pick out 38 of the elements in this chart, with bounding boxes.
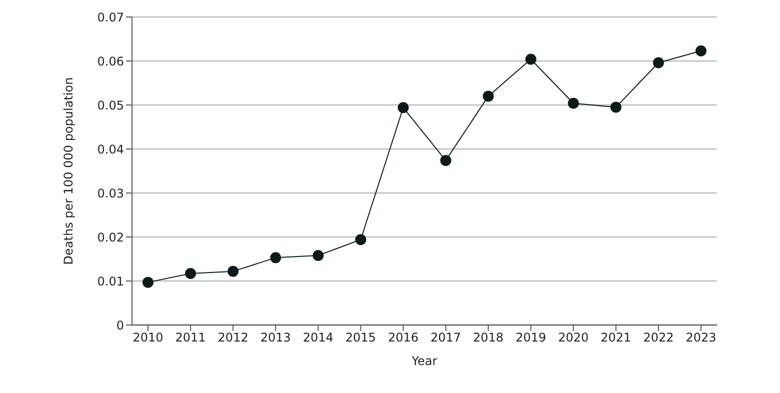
point (696, 45, 706, 56)
x-tick-label: 2018 (473, 330, 504, 345)
point (610, 102, 622, 113)
x-tick-label: 2010 (132, 330, 164, 345)
point (525, 54, 536, 65)
x-tick-label: 2019 (516, 330, 546, 345)
x-tick-label: 2020 (558, 330, 589, 345)
x-tick-label: 2017 (430, 330, 462, 345)
x-tick-label: 2022 (643, 330, 674, 345)
y-tick-label: 0.06 (97, 54, 124, 68)
x-tick-label: 2021 (600, 330, 632, 345)
x-tick-label: 2016 (388, 330, 419, 345)
y-tick-label: 0.05 (97, 98, 124, 112)
point (440, 154, 452, 166)
point (228, 266, 239, 277)
y-tick-label: 0.03 (97, 186, 124, 200)
x-tick-label: 2023 (686, 330, 716, 345)
x-tick-label: 2013 (260, 330, 291, 345)
x-tick-label: 2014 (302, 330, 334, 345)
point (652, 57, 664, 68)
x-tick-label: 2011 (175, 330, 206, 345)
point (482, 90, 494, 102)
y-tick-label: 0.04 (97, 142, 124, 156)
point (270, 252, 282, 264)
y-tick-label: 0.07 (97, 10, 124, 24)
point (312, 250, 324, 261)
x-tick-label: 2012 (218, 330, 248, 345)
y-tick-label: 0 (116, 318, 124, 332)
y-axis-title: Deaths per 100 000 population (61, 77, 76, 265)
point (398, 102, 409, 114)
point (568, 98, 579, 109)
point (185, 268, 196, 280)
x-axis-title: Year (410, 354, 438, 368)
point (355, 234, 366, 246)
x-tick-label: 2015 (345, 330, 376, 345)
y-tick-label: 0.02 (97, 230, 124, 244)
point (142, 276, 154, 288)
y-tick-label: 0.01 (97, 274, 124, 288)
